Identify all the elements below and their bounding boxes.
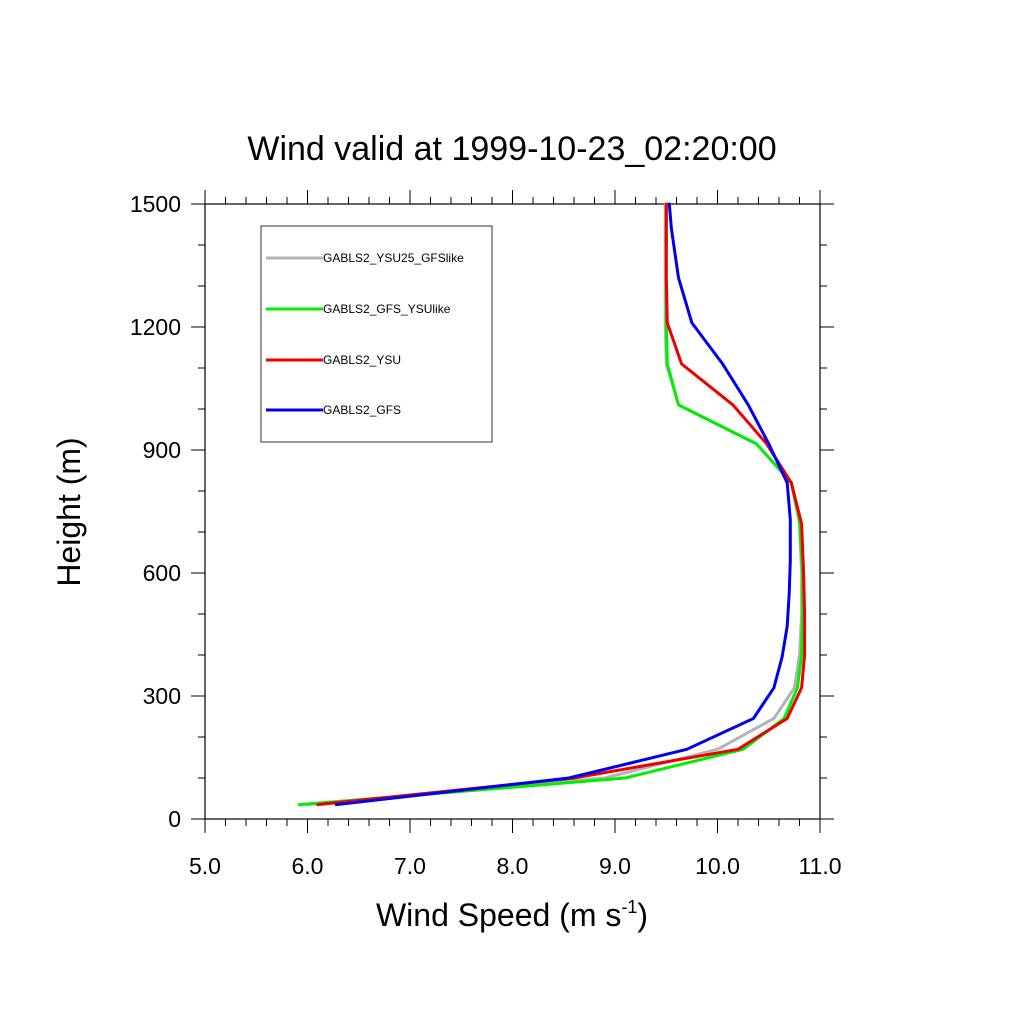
x-tick-label: 10.0 bbox=[695, 853, 740, 879]
axis-tick-labels: 5.0 6.0 7.0 8.0 9.0 10.0 11.0 0 300 600 900 1200 150… bbox=[130, 191, 842, 879]
y-tick-label: 1500 bbox=[130, 191, 181, 217]
x-tick-label: 9.0 bbox=[599, 853, 631, 879]
x-axis-label-end: ) bbox=[637, 897, 648, 933]
y-tick-label: 300 bbox=[143, 683, 181, 709]
x-axis-label-main: Wind Speed (m s bbox=[376, 897, 621, 933]
axis-ticks bbox=[191, 190, 834, 833]
x-tick-label: 5.0 bbox=[189, 853, 221, 879]
series-line-3 bbox=[316, 202, 807, 807]
legend-box bbox=[260, 225, 493, 443]
y-tick-label: 1200 bbox=[130, 314, 181, 340]
legend-label: GABLS2_YSU bbox=[323, 353, 401, 367]
x-axis-label-superscript: -1 bbox=[621, 897, 637, 917]
x-tick-label: 11.0 bbox=[798, 853, 841, 879]
y-axis-label: Height (m) bbox=[51, 437, 87, 586]
legend-label: GABLS2_GFS bbox=[323, 403, 401, 417]
series-lines bbox=[297, 202, 807, 807]
y-tick-label: 0 bbox=[168, 806, 181, 832]
x-tick-label: 8.0 bbox=[497, 853, 529, 879]
legend-label: GABLS2_GFS_YSUlike bbox=[323, 302, 451, 316]
legend-label: GABLS2_YSU25_GFSlike bbox=[323, 251, 464, 265]
x-axis-label: Wind Speed (m s-1) bbox=[376, 897, 648, 933]
x-tick-label: 6.0 bbox=[292, 853, 324, 879]
legend: GABLS2_YSU25_GFSlike GABLS2_GFS_YSUlike GA… bbox=[260, 225, 493, 443]
chart-title: Wind valid at 1999-10-23_02:20:00 bbox=[247, 130, 776, 168]
series-line-4 bbox=[334, 202, 792, 807]
y-tick-label: 600 bbox=[143, 560, 181, 586]
y-tick-label: 900 bbox=[143, 437, 181, 463]
x-tick-label: 7.0 bbox=[394, 853, 426, 879]
